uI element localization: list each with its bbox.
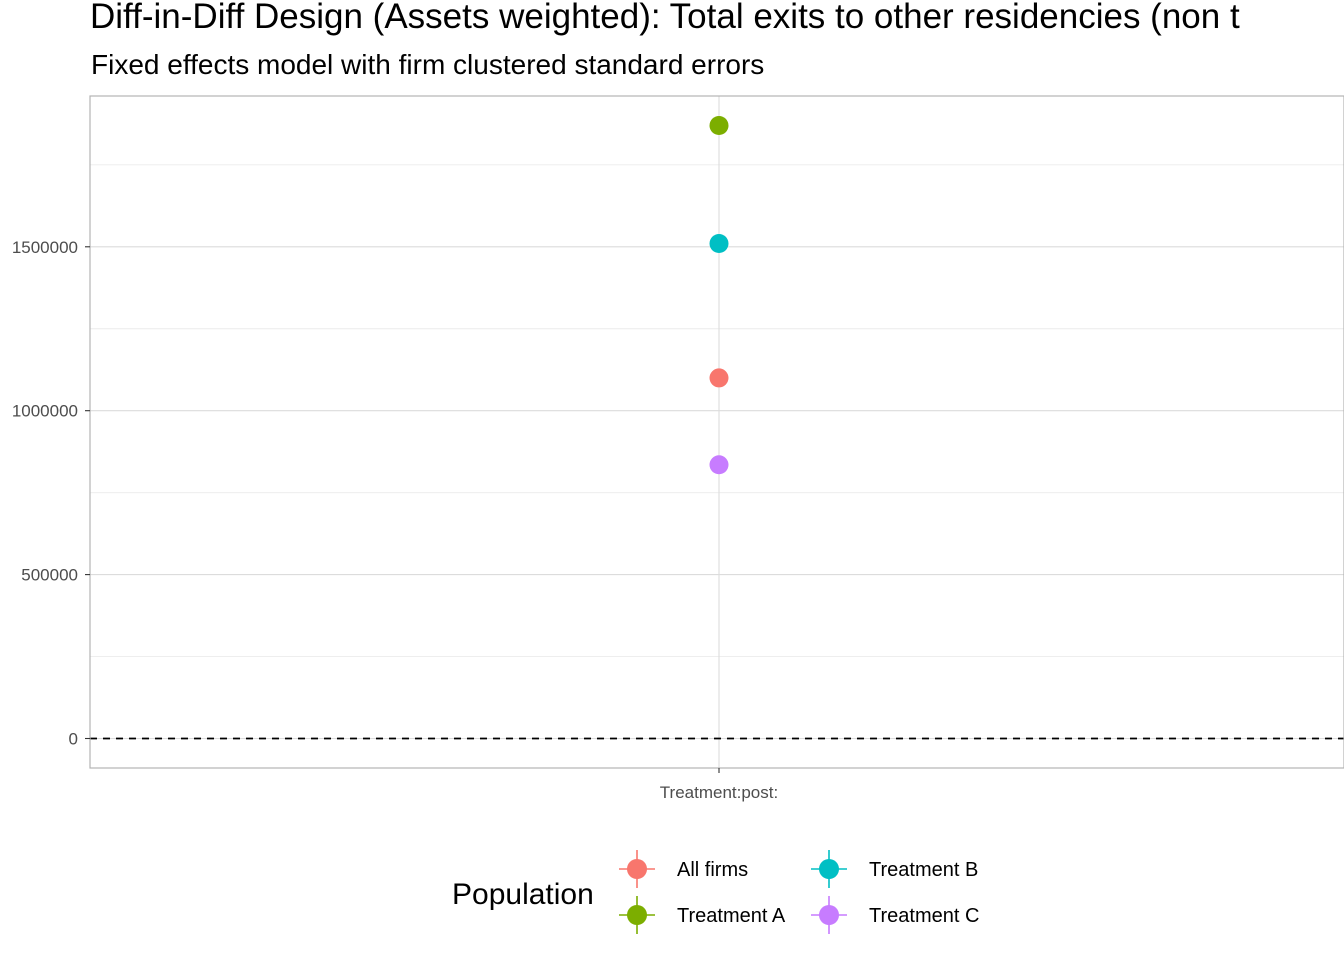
legend-key-point xyxy=(819,905,839,925)
y-axis: 0 500000 1000000 1500000 xyxy=(12,238,90,748)
data-point-treatment-a xyxy=(709,116,729,136)
legend-label: All firms xyxy=(677,859,748,881)
legend-label: Treatment C xyxy=(869,905,979,927)
chart-title: Diff-in-Diff Design (Assets weighted): T… xyxy=(90,0,1240,36)
legend-item-treatment-b: Treatment B xyxy=(811,850,978,888)
data-point-treatment-b xyxy=(709,234,729,254)
x-axis: Treatment:post: xyxy=(660,768,778,802)
y-tick-label: 1500000 xyxy=(12,238,78,257)
x-tick-label: Treatment:post: xyxy=(660,783,778,802)
legend: Population All firms Treatment A Treatment… xyxy=(452,850,979,934)
plot-panel xyxy=(90,96,1344,768)
legend-key-point xyxy=(819,859,839,879)
data-point-all-firms xyxy=(709,368,729,388)
legend-label: Treatment B xyxy=(869,859,978,881)
y-tick-label: 0 xyxy=(69,729,78,748)
data-points xyxy=(709,116,729,475)
chart-subtitle: Fixed effects model with firm clustered … xyxy=(91,49,764,80)
legend-item-treatment-a: Treatment A xyxy=(619,896,786,934)
grid-lines xyxy=(90,96,1344,768)
legend-item-all-firms: All firms xyxy=(619,850,748,888)
plot-border xyxy=(89,95,1344,769)
legend-title: Population xyxy=(452,878,594,911)
y-tick-label: 500000 xyxy=(21,566,78,585)
legend-label: Treatment A xyxy=(677,905,786,927)
plot-area xyxy=(89,95,1344,769)
legend-keys: All firms Treatment A Treatment B Treatment… xyxy=(619,850,979,934)
y-tick-label: 1000000 xyxy=(12,402,78,421)
legend-key-point xyxy=(627,859,647,879)
data-point-treatment-c xyxy=(709,455,729,475)
legend-key-point xyxy=(627,905,647,925)
legend-item-treatment-c: Treatment C xyxy=(811,896,979,934)
